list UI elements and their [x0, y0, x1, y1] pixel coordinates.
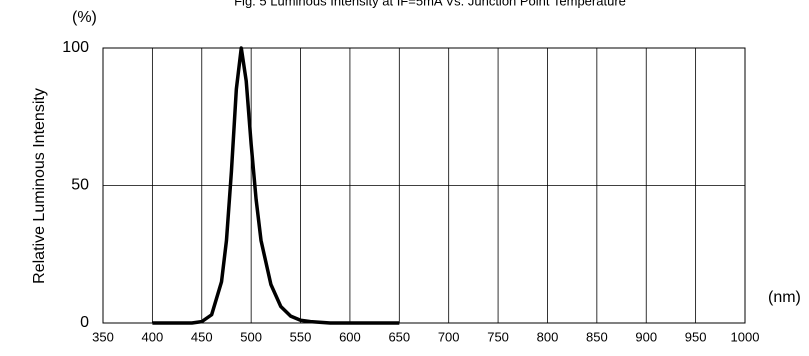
x-tick-label: 500	[240, 329, 262, 344]
y-tick-label: 0	[80, 314, 89, 331]
data-line	[152, 46, 400, 325]
x-tick-label: 600	[339, 329, 361, 344]
plot-frame	[102, 47, 746, 324]
x-tick-label: 350	[92, 329, 114, 344]
x-tick-label: 850	[586, 329, 608, 344]
x-tick-label: 950	[685, 329, 707, 344]
x-unit: (nm)	[768, 289, 801, 306]
y-tick-label: 100	[62, 39, 89, 56]
x-tick-label: 400	[142, 329, 164, 344]
y-axis-label: Relative Luminous Intensity	[31, 88, 48, 284]
x-tick-label: 900	[635, 329, 657, 344]
x-tick-label: 800	[537, 329, 559, 344]
x-tick-label: 1000	[731, 329, 760, 344]
y-unit: (%)	[72, 9, 97, 26]
x-tick-label: 550	[290, 329, 312, 344]
y-tick-label: 50	[71, 177, 89, 194]
x-tick-label: 650	[388, 329, 410, 344]
x-tick-label: 750	[487, 329, 509, 344]
x-tick-label: 700	[438, 329, 460, 344]
chart-title: Fig. 5 Luminous Intensity at IF=5mA Vs. …	[234, 0, 626, 8]
x-tick-label: 450	[191, 329, 213, 344]
